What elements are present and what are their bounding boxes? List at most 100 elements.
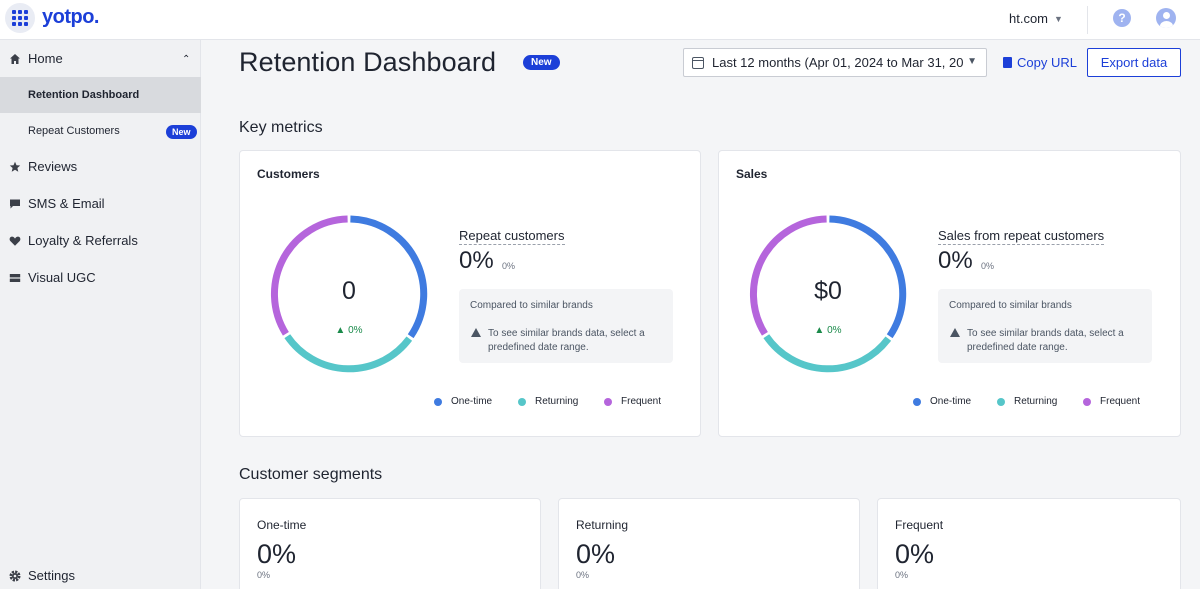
legend-label: Returning <box>1014 396 1058 407</box>
top-bar: yotpo. ht.com ▼ ? <box>0 0 1200 40</box>
segment-card-one-time: One-time 0% 0% <box>239 498 541 589</box>
sidebar-subitem-retention-dashboard[interactable]: Retention Dashboard <box>0 77 201 113</box>
repeat-customers-label[interactable]: Repeat customers <box>459 228 565 245</box>
segment-value: 0% <box>895 539 935 569</box>
legend-one-time: One-time <box>913 396 971 407</box>
card-title: Sales <box>736 167 768 181</box>
customers-donut-chart <box>270 215 428 373</box>
segment-label: Returning <box>576 518 629 532</box>
segment-value: 0% <box>257 539 297 569</box>
warning-icon <box>471 328 481 337</box>
calendar-icon <box>692 56 704 69</box>
compare-title: Compared to similar brands <box>949 300 1072 311</box>
copy-icon <box>1003 57 1012 68</box>
key-metrics-heading: Key metrics <box>239 119 323 136</box>
legend-frequent: Frequent <box>1083 396 1140 407</box>
copy-url-link[interactable]: Copy URL <box>1003 55 1077 70</box>
legend-dot <box>997 397 1005 406</box>
sidebar-item-home[interactable]: Home ⌃ <box>0 40 201 77</box>
copy-url-label: Copy URL <box>1017 55 1077 70</box>
legend-one-time: One-time <box>434 396 492 407</box>
legend-label: Returning <box>535 396 579 407</box>
donut-center-value: 0 <box>342 277 356 305</box>
card-title: Customers <box>257 167 320 181</box>
repeat-customers-change: 0% <box>502 261 516 271</box>
legend-label: Frequent <box>1100 396 1141 407</box>
arrow-up-icon: ▲ <box>335 325 346 336</box>
segment-card-returning: Returning 0% 0% <box>558 498 860 589</box>
segment-label: Frequent <box>895 518 944 532</box>
home-icon <box>9 53 21 65</box>
sidebar-item-settings[interactable]: Settings <box>0 557 201 589</box>
date-range-picker[interactable]: Last 12 months (Apr 01, 2024 to Mar 31, … <box>683 48 987 77</box>
page-title: Retention Dashboard <box>239 47 497 77</box>
sidebar-subitem-label: Repeat Customers <box>28 125 120 137</box>
chat-icon <box>9 198 21 210</box>
customer-segments-heading: Customer segments <box>239 466 383 483</box>
chevron-up-icon[interactable]: ⌃ <box>182 54 191 65</box>
donut-delta: ▲ 0% <box>749 325 907 336</box>
new-badge: New <box>166 125 197 139</box>
export-data-button[interactable]: Export data <box>1087 48 1181 77</box>
sidebar-item-sms-email[interactable]: SMS & Email <box>0 185 201 222</box>
compare-text: To see similar brands data, select a pre… <box>488 328 645 353</box>
new-badge: New <box>523 55 560 70</box>
legend-dot <box>1083 397 1091 406</box>
sales-from-repeat-value: 0% <box>938 247 973 274</box>
segment-change: 0% <box>895 570 909 580</box>
legend-dot <box>434 397 442 406</box>
segment-value: 0% <box>576 539 616 569</box>
arrow-up-icon: ▲ <box>814 325 825 336</box>
sidebar-item-label: Loyalty & Referrals <box>28 233 138 248</box>
divider <box>1087 6 1088 34</box>
segment-change: 0% <box>257 570 271 580</box>
sales-card: Sales $0 ▲ 0% Sales from repeat customer… <box>718 150 1181 437</box>
grid-icon <box>12 10 28 26</box>
donut-segment-frequent <box>270 215 348 336</box>
donut-delta: ▲ 0% <box>270 325 428 336</box>
compare-title: Compared to similar brands <box>470 300 593 311</box>
gear-icon <box>9 570 21 582</box>
repeat-customers-value: 0% <box>459 247 494 274</box>
store-name: ht.com <box>1009 11 1049 26</box>
warning-icon <box>950 328 960 337</box>
sidebar-item-visual-ugc[interactable]: Visual UGC <box>0 259 201 296</box>
segment-card-frequent: Frequent 0% 0% <box>877 498 1181 589</box>
sales-from-repeat-label[interactable]: Sales from repeat customers <box>938 228 1105 245</box>
donut-segment-one-time <box>350 215 428 339</box>
sidebar-item-label: Reviews <box>28 159 78 174</box>
legend-frequent: Frequent <box>604 396 661 407</box>
donut-segment-returning <box>763 334 892 373</box>
donut-segment-frequent <box>749 215 827 336</box>
sidebar-item-reviews[interactable]: Reviews <box>0 148 201 185</box>
chevron-down-icon: ▼ <box>1054 13 1063 24</box>
legend-label: Frequent <box>621 396 662 407</box>
legend-dot <box>604 397 612 406</box>
compare-text: To see similar brands data, select a pre… <box>967 328 1124 353</box>
image-icon <box>9 272 21 284</box>
sidebar-subitem-repeat-customers[interactable]: Repeat Customers New <box>0 113 201 149</box>
sales-from-repeat-change: 0% <box>981 261 995 271</box>
heart-icon <box>9 235 21 247</box>
donut-segment-returning <box>284 334 413 373</box>
legend-returning: Returning <box>518 396 578 407</box>
donut-segment-one-time <box>829 215 907 339</box>
sidebar: Home ⌃ Retention Dashboard Repeat Custom… <box>0 40 201 589</box>
sidebar-item-label: Settings <box>28 568 75 583</box>
donut-center-value: $0 <box>814 277 842 305</box>
customers-card: Customers 0 ▲ 0% Repeat customers 0% 0% … <box>239 150 701 437</box>
chevron-down-icon: ▼ <box>967 56 977 67</box>
sidebar-item-loyalty-referrals[interactable]: Loyalty & Referrals <box>0 222 201 259</box>
sidebar-item-label: Home <box>28 51 63 66</box>
app-switcher-button[interactable] <box>5 3 35 33</box>
store-selector[interactable]: ht.com ▼ <box>1009 11 1063 26</box>
sidebar-item-label: SMS & Email <box>28 196 105 211</box>
sales-donut-chart <box>749 215 907 373</box>
date-range-label: Last 12 months (Apr 01, 2024 to Mar 31, … <box>712 55 964 70</box>
yotpo-logo[interactable]: yotpo. <box>42 6 100 28</box>
user-avatar-icon[interactable] <box>1156 8 1176 28</box>
legend-dot <box>913 397 921 406</box>
help-icon[interactable]: ? <box>1113 9 1131 27</box>
legend-returning: Returning <box>997 396 1057 407</box>
legend-dot <box>518 397 526 406</box>
